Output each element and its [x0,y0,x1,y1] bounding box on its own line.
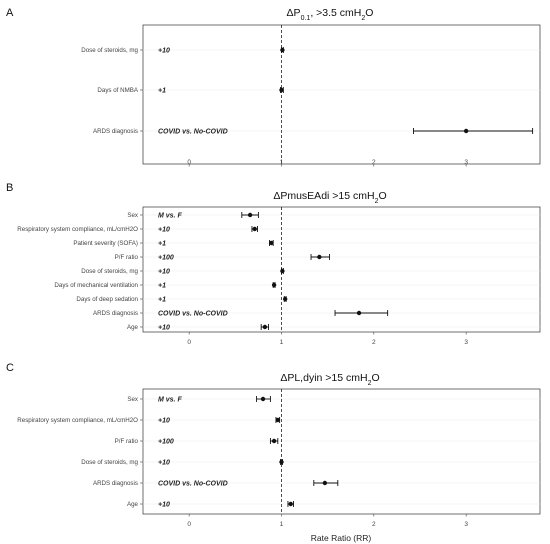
rr-point [288,501,293,507]
row-label: P/F ratio [115,438,139,445]
panel-title: ΔPmusEAdi >15 cmH2O [273,190,386,205]
row-label: Age [127,324,139,331]
row-unit: +10 [158,48,170,55]
row-unit: +100 [158,255,174,262]
x-tick-label: 1 [280,159,284,166]
rr-point [269,240,274,246]
x-axis-label: Rate Ratio (RR) [311,533,372,543]
rr-point [260,396,266,402]
panel-title-part: O [372,372,380,384]
panel-title-part: O [379,190,387,202]
rr-point [262,324,268,330]
row-unit: +1 [158,88,166,95]
row-label: Dose of steroids, mg [81,268,138,275]
panel-letter: A [6,7,14,19]
rr-point [280,47,285,53]
rr-point [280,268,285,274]
panel-title-part: 0.1 [301,15,311,22]
row-unit: +10 [158,325,170,332]
panel-frame [142,24,541,165]
x-tick-label: 3 [464,339,468,346]
panel-title: ΔP0.1, >3.5 cmH2O [287,7,374,22]
panel-title-part: ΔPmusEAdi >15 cmH [273,190,374,202]
row-label: Sex [127,396,139,403]
panel-title: ΔPL,dyin >15 cmH2O [280,372,379,387]
panel-title-part: , >3.5 cmH [310,7,361,19]
x-tick-label: 2 [372,521,376,528]
rr-point [275,417,280,423]
row-label: Respiratory system compliance, mL/cmH2O [17,226,138,233]
rr-point [279,459,284,465]
row-unit: +1 [158,297,166,304]
row-unit: M vs. F [158,213,182,220]
row-unit: +10 [158,418,170,425]
x-tick-label: 1 [280,521,284,528]
rr-point [247,212,253,218]
row-label: ARDS diagnosis [93,310,138,317]
row-label: Dose of steroids, mg [81,459,138,466]
panel-frame [142,206,541,333]
row-label: ARDS diagnosis [93,128,138,135]
x-tick-label: 2 [372,159,376,166]
row-unit: +10 [158,502,170,509]
row-label: Dose of steroids, mg [81,47,138,54]
panel-title-part: ΔPL,dyin >15 cmH [280,372,367,384]
x-tick-label: 0 [187,159,191,166]
row-unit: COVID vs. No-COVID [158,311,228,318]
row-unit: COVID vs. No-COVID [158,129,228,136]
row-unit: M vs. F [158,397,182,404]
row-label: ARDS diagnosis [93,480,138,487]
x-tick-label: 3 [464,521,468,528]
x-tick-label: 3 [464,159,468,166]
row-unit: +10 [158,227,170,234]
panel-title-part: 2 [375,198,379,205]
rr-point [463,128,469,134]
panel-frame [142,388,541,515]
rr-point [271,282,277,288]
rr-point [282,296,288,302]
row-label: Respiratory system compliance, mL/cmH2O [17,417,138,424]
x-tick-label: 2 [372,339,376,346]
row-label: Patient severity (SOFA) [73,240,138,247]
panel-title-part: ΔP [287,7,301,19]
panel-title-part: O [365,7,373,19]
rr-point [279,87,284,93]
row-label: Days of deep sedation [76,296,138,303]
row-label: P/F ratio [115,254,139,261]
rr-point [356,310,362,316]
rr-point [252,226,257,232]
x-tick-label: 0 [187,339,191,346]
panel-title-part: 2 [361,15,365,22]
rr-point [317,254,322,260]
row-label: Days of NMBA [97,87,138,94]
panel-title-part: 2 [368,380,372,387]
x-tick-label: 1 [280,339,284,346]
rr-point [271,438,277,444]
row-label: Days of mechanical ventilation [54,282,138,289]
panel-letter: B [6,182,13,194]
rr-point [322,480,328,486]
panel-letter: C [6,362,14,374]
row-label: Sex [127,212,139,219]
row-unit: +100 [158,439,174,446]
row-unit: +10 [158,460,170,467]
x-tick-label: 0 [187,521,191,528]
row-label: Age [127,501,139,508]
row-unit: +10 [158,269,170,276]
row-unit: +1 [158,283,166,290]
row-unit: COVID vs. No-COVID [158,481,228,488]
row-unit: +1 [158,241,166,248]
